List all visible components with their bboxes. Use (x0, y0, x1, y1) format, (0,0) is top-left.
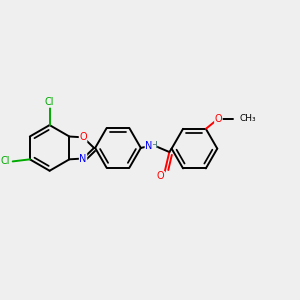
Text: O: O (157, 171, 164, 182)
Text: CH₃: CH₃ (239, 114, 256, 123)
Text: N: N (145, 141, 152, 151)
Text: Cl: Cl (1, 156, 10, 167)
Text: O: O (214, 114, 222, 124)
Text: Cl: Cl (45, 97, 54, 107)
Text: N: N (80, 154, 87, 164)
Text: O: O (79, 132, 87, 142)
Text: H: H (150, 141, 157, 150)
